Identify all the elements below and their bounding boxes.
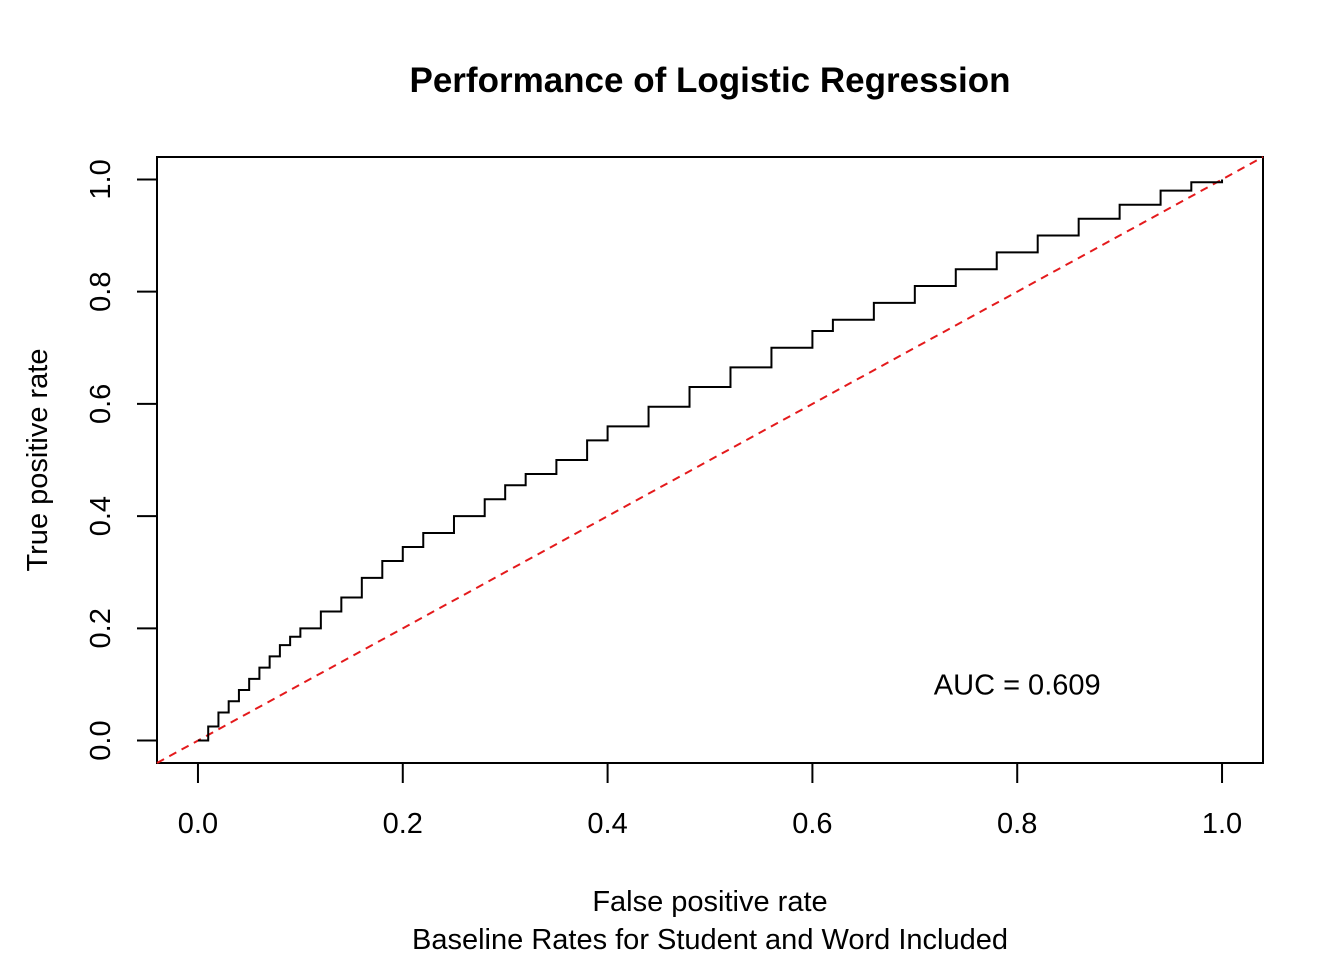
x-tick-label: 0.4 xyxy=(587,808,627,840)
x-tick-label: 0.8 xyxy=(997,808,1037,840)
y-tick-label: 0.8 xyxy=(85,272,117,312)
y-tick-label: 0.6 xyxy=(85,384,117,424)
y-tick-label: 0.2 xyxy=(85,608,117,648)
y-tick-label: 1.0 xyxy=(85,159,117,199)
chart-title: Performance of Logistic Regression xyxy=(410,61,1011,100)
x-tick-label: 0.0 xyxy=(178,808,218,840)
y-tick-label: 0.4 xyxy=(85,496,117,536)
y-axis-label: True positive rate xyxy=(22,349,54,572)
chart-subtitle: Baseline Rates for Student and Word Incl… xyxy=(412,924,1008,956)
x-tick-label: 1.0 xyxy=(1202,808,1242,840)
roc-curve xyxy=(197,179,1224,742)
x-tick-label: 0.2 xyxy=(383,808,423,840)
y-tick-label: 0.0 xyxy=(85,720,117,760)
x-axis-label: False positive rate xyxy=(592,886,827,918)
x-axis: 0.0 0.2 0.4 0.6 0.8 1.0 xyxy=(178,763,1242,840)
x-tick-label: 0.6 xyxy=(792,808,832,840)
y-axis: 0.0 0.2 0.4 0.6 0.8 1.0 xyxy=(85,159,157,761)
auc-annotation: AUC = 0.609 xyxy=(934,669,1101,701)
plot-frame xyxy=(156,156,1264,764)
reference-diagonal-line xyxy=(156,156,1264,764)
